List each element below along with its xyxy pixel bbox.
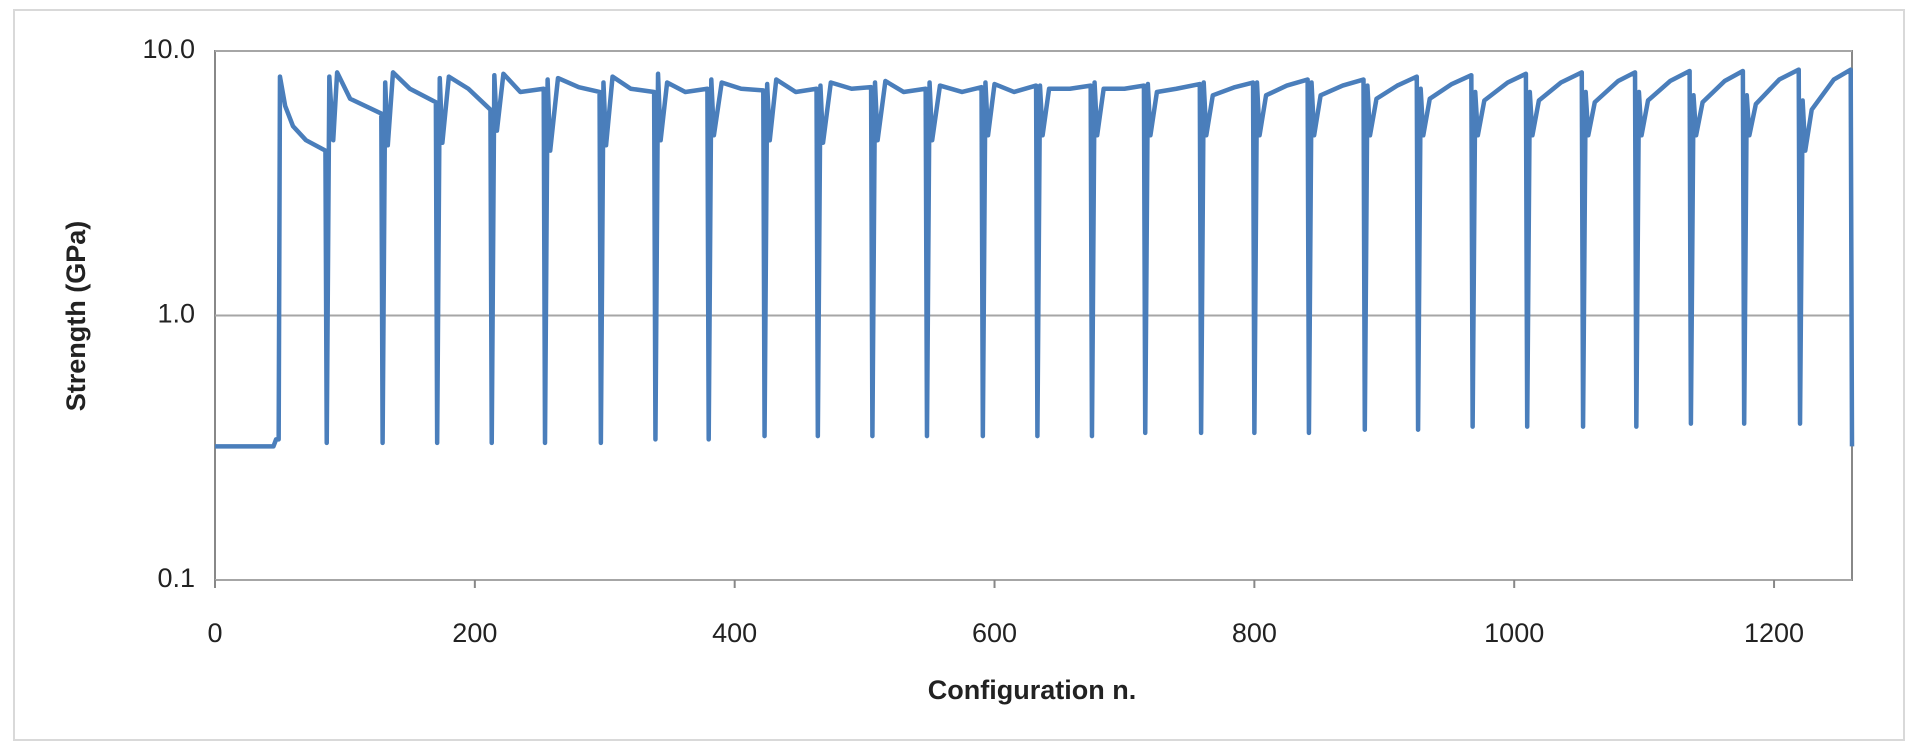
x-tick-label: 400 <box>712 618 757 648</box>
x-tick-label: 1000 <box>1484 618 1544 648</box>
x-tick-label: 800 <box>1232 618 1277 648</box>
y-tick-label: 10.0 <box>142 34 195 64</box>
data-line <box>215 67 1855 449</box>
y-tick-label: 0.1 <box>157 563 195 593</box>
x-tick-label: 0 <box>207 618 222 648</box>
y-tick-label: 1.0 <box>157 299 195 329</box>
y-axis-title: Strength (GPa) <box>61 221 91 412</box>
x-tick-label: 1200 <box>1744 618 1804 648</box>
x-tick-label: 200 <box>452 618 497 648</box>
x-tick-label: 600 <box>972 618 1017 648</box>
x-axis-title: Configuration n. <box>928 675 1136 705</box>
